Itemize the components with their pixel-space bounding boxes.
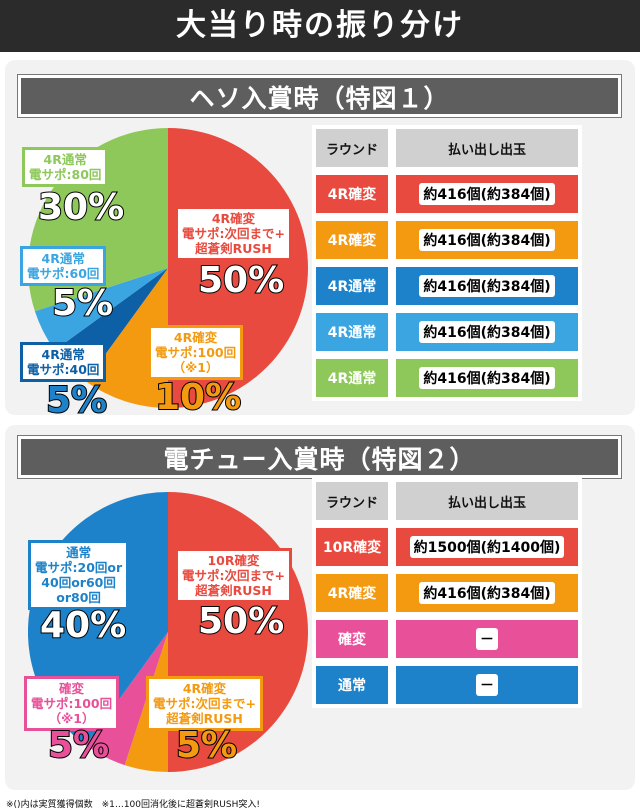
percent-heso-navy: 5% [45,380,108,421]
table-header-row: ラウンド 払い出し出玉 [312,478,582,524]
payout-table-heso: ラウンド 払い出し出玉 4R確変 約416個(約384個) 4R確変 約416個… [312,125,582,401]
table-row: 通常 － [312,662,582,708]
percent-denchu-blue: 40% [39,605,127,646]
label-denchu-orange: 4R確変 電サポ:次回まで+ 超蒼剣RUSH [146,676,263,731]
table-cell-payout: 約416個(約384個) [392,263,582,309]
table-cell-payout: － [392,662,582,708]
table-cell-payout: 約416個(約384個) [392,355,582,401]
label-denchu-blue: 通常 電サポ:20回or 40回or60回 or80回 [28,540,130,610]
table-cell-payout: 約416個(約384個) [392,309,582,355]
table-row: 4R通常 約416個(約384個) [312,263,582,309]
table-cell-payout: 約416個(約384個) [392,570,582,616]
pie-slice-pink [85,632,168,766]
table-cell-round: 4R確変 [312,171,392,217]
table-row: 4R確変 約416個(約384個) [312,570,582,616]
table-row: 10R確変 約1500個(約1400個) [312,524,582,570]
table-cell-payout: － [392,616,582,662]
page-title: 大当り時の振り分け [0,0,640,52]
label-heso-green: 4R通常 電サポ:80回 [22,147,109,187]
percent-heso-lightblue: 5% [51,283,114,324]
table-header-payout: 払い出し出玉 [392,478,582,524]
table-header-payout: 払い出し出玉 [392,125,582,171]
table-cell-payout: 約416個(約384個) [392,171,582,217]
percent-denchu-red: 50% [197,601,285,642]
table-cell-round: 4R通常 [312,355,392,401]
percent-denchu-pink: 5% [47,725,110,766]
table-row: 4R確変 約416個(約384個) [312,171,582,217]
table-row: 4R通常 約416個(約384個) [312,355,582,401]
table-row: 4R通常 約416個(約384個) [312,309,582,355]
label-denchu-red: 10R確変 電サポ:次回まで+ 超蒼剣RUSH [175,548,292,603]
table-cell-payout: 約416個(約384個) [392,217,582,263]
percent-heso-green: 30% [37,187,125,228]
section-denchu-heading: 電チュー入賞時（特図２） [18,436,621,478]
label-heso-orange: 4R確変 電サポ:100回 （※1） [148,325,244,380]
table-row: 4R確変 約416個(約384個) [312,217,582,263]
percent-heso-red: 50% [197,260,285,301]
percent-heso-orange: 10% [154,377,242,418]
label-heso-red: 4R確変 電サポ:次回まで+ 超蒼剣RUSH [175,206,292,261]
label-heso-lightblue: 4R通常 電サポ:60回 [20,246,107,286]
table-cell-round: 10R確変 [312,524,392,570]
table-cell-payout: 約1500個(約1400個) [392,524,582,570]
label-denchu-pink: 確変 電サポ:100回 （※1） [24,676,120,731]
table-cell-round: 確変 [312,616,392,662]
footnote: ※()内は実質獲得個数 ※1…100回消化後に超蒼剣RUSH突入! [6,800,260,810]
payout-table-denchu: ラウンド 払い出し出玉 10R確変 約1500個(約1400個) 4R確変 約4… [312,478,582,708]
pie-slice-lightblue [34,268,169,351]
table-cell-round: 4R通常 [312,309,392,355]
table-cell-round: 通常 [312,662,392,708]
table-header-row: ラウンド 払い出し出玉 [312,125,582,171]
table-header-round: ラウンド [312,478,392,524]
table-cell-round: 4R確変 [312,570,392,616]
table-cell-round: 4R通常 [312,263,392,309]
table-header-round: ラウンド [312,125,392,171]
percent-denchu-orange: 5% [175,725,238,766]
label-heso-navy: 4R通常 電サポ:40回 [20,342,107,382]
section-heso-heading: ヘソ入賞時（特図１） [18,75,621,117]
table-cell-round: 4R確変 [312,217,392,263]
table-row: 確変 － [312,616,582,662]
